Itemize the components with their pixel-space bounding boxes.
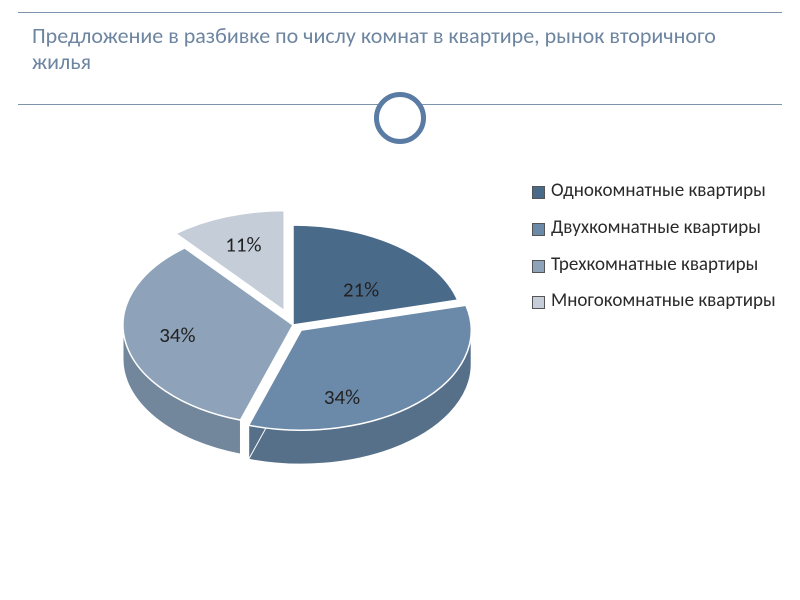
pie-chart: 21% 34% 34% 11%	[38, 150, 518, 530]
chart-area: 21% 34% 34% 11% Однокомнатные квартиры Двухк…	[18, 120, 782, 582]
legend-label: Однокомнатные квартиры	[551, 180, 766, 203]
legend-swatch	[532, 296, 545, 309]
legend-label: Многокомнатные квартиры	[551, 290, 776, 313]
legend-swatch	[532, 223, 545, 236]
slice-percent-label: 34%	[324, 384, 360, 410]
slice-percent-label: 34%	[159, 322, 195, 348]
legend-item: Многокомнатные квартиры	[532, 290, 782, 313]
slide: Предложение в разбивке по числу комнат в…	[0, 0, 800, 600]
legend-item: Трехкомнатные квартиры	[532, 254, 782, 277]
legend-item: Двухкомнатные квартиры	[532, 217, 782, 240]
legend-swatch	[532, 186, 545, 199]
slice-percent-label: 11%	[225, 232, 261, 258]
page-title: Предложение в разбивке по числу комнат в…	[18, 12, 782, 105]
legend-label: Двухкомнатные квартиры	[551, 217, 761, 240]
legend: Однокомнатные квартиры Двухкомнатные квар…	[532, 180, 782, 327]
legend-swatch	[532, 260, 545, 273]
slice-percent-label: 21%	[343, 277, 379, 303]
legend-label: Трехкомнатные квартиры	[551, 254, 758, 277]
legend-item: Однокомнатные квартиры	[532, 180, 782, 203]
